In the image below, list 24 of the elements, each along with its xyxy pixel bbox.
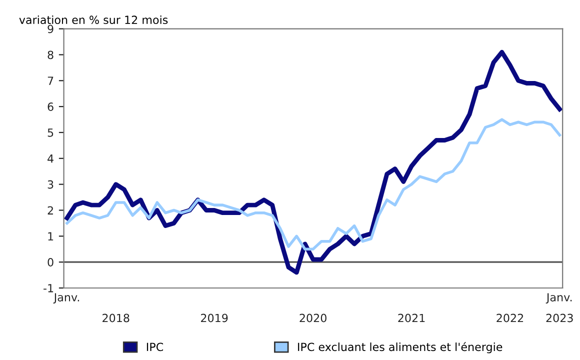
y-tick-label: 0: [48, 258, 54, 266]
y-axis-title: variation en % sur 12 mois: [19, 15, 168, 24]
x2-tick-label: 2023: [546, 314, 573, 322]
x-tick-label: Janv.: [546, 293, 572, 304]
y-tick-label: 1: [48, 232, 54, 240]
y-tick-label: 8: [48, 50, 54, 60]
x-tick-label: Janv.: [53, 293, 80, 304]
y-tick-label: 4: [48, 154, 54, 163]
y-tick-label: 5: [48, 128, 54, 137]
line-series: [66, 118, 562, 251]
x2-tick-label: 2018: [102, 314, 130, 322]
x2-tick-label: 2019: [201, 314, 228, 322]
x2-tick-label: 2020: [300, 314, 326, 322]
x2-tick-label: 2021: [398, 314, 425, 322]
line-series: [64, 50, 562, 275]
x2-tick-label: 2022: [496, 314, 524, 322]
y-tick-label: 7: [48, 76, 54, 85]
y-tick-label: 9: [48, 24, 54, 34]
y-tick-label: 3: [48, 180, 54, 189]
y-tick-label: 2: [48, 206, 53, 214]
y-tick-label: 6: [48, 102, 54, 111]
legend-label: IPC: [146, 342, 164, 352]
legend-label: IPC excluant les aliments et l'énergie: [298, 342, 502, 354]
y-tick-label: -1: [44, 284, 54, 292]
